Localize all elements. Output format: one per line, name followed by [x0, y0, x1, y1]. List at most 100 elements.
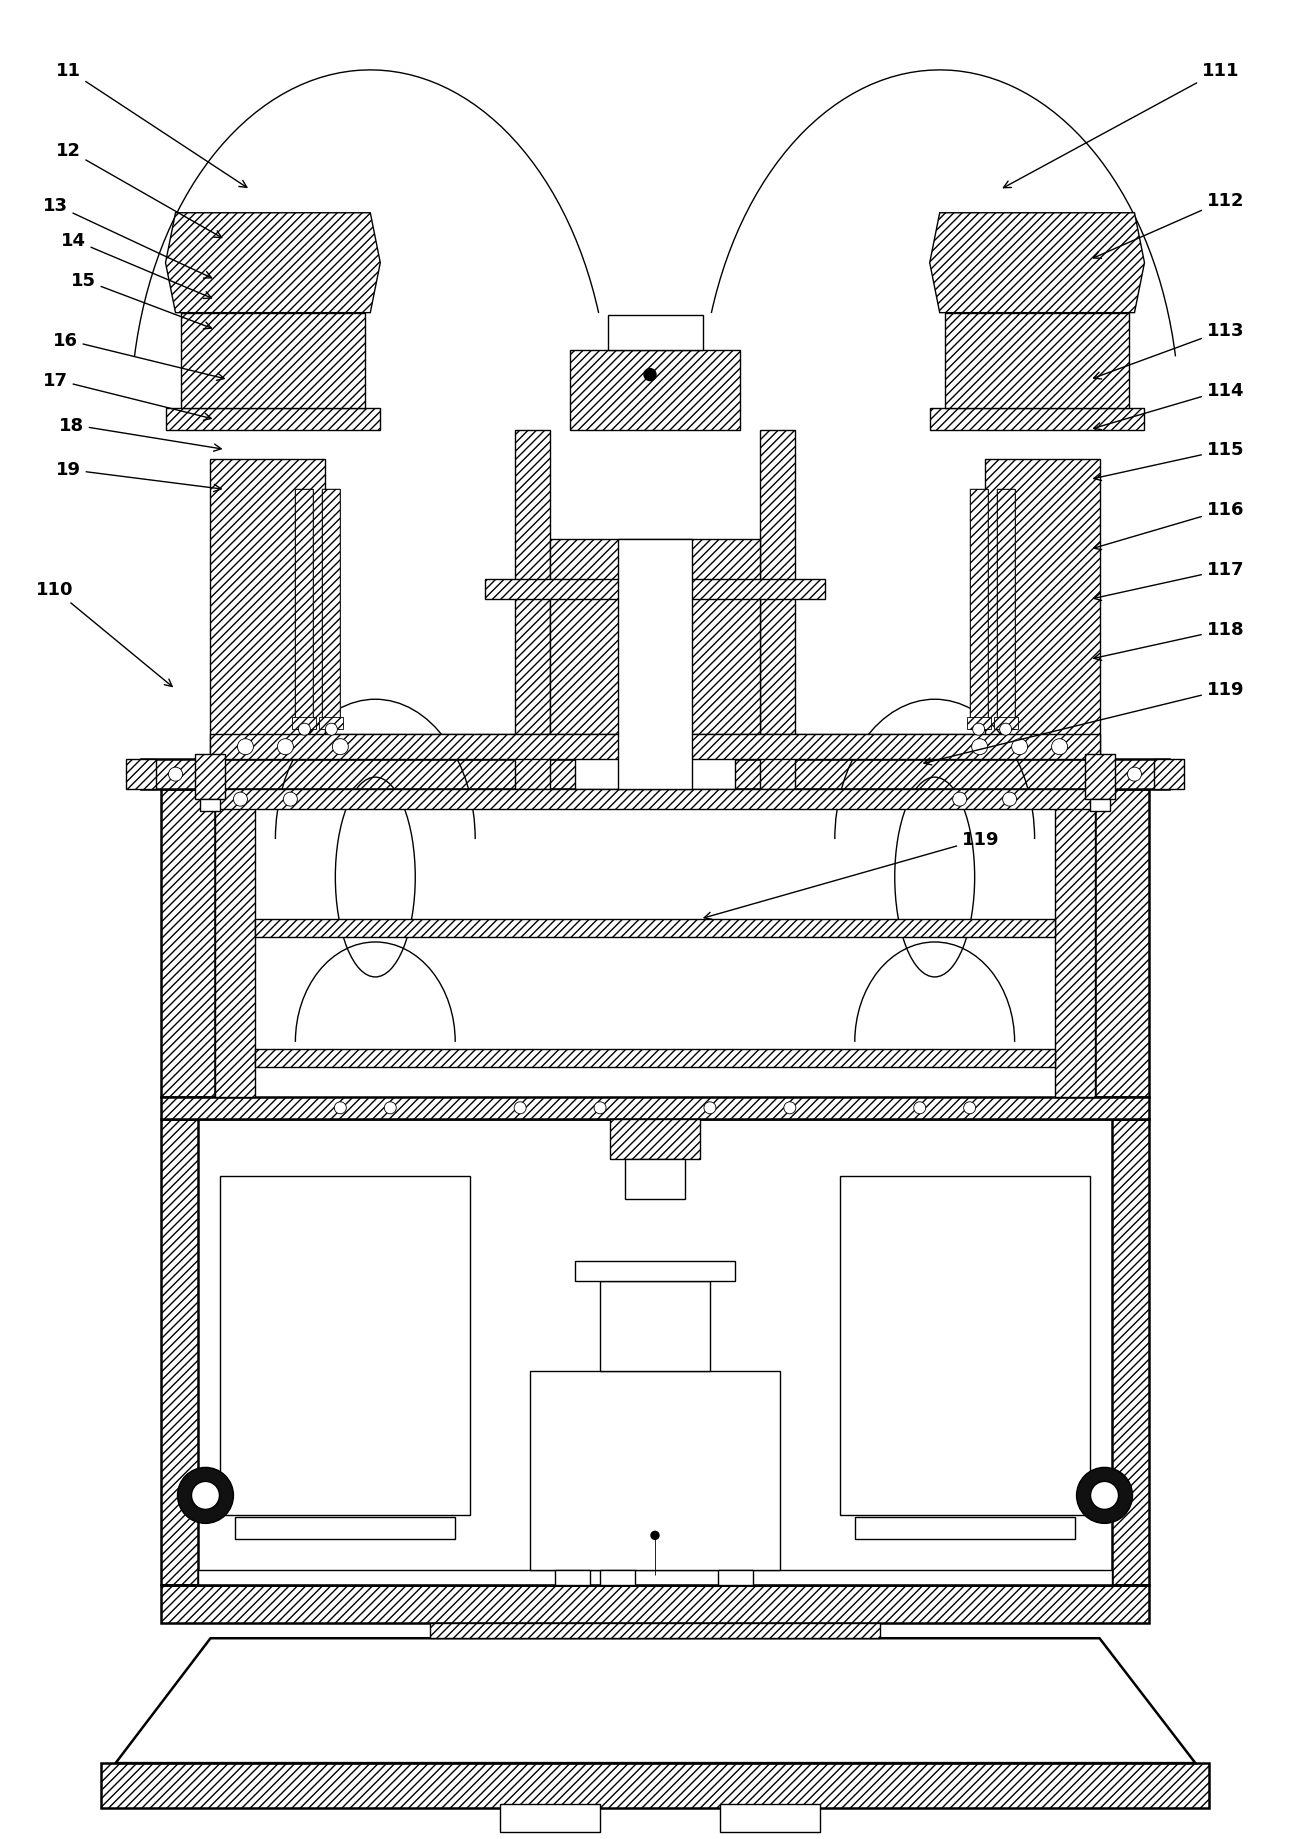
Bar	[295, 491, 313, 730]
Text: 115: 115	[1093, 441, 1244, 482]
Bar	[970, 491, 987, 730]
Text: 113: 113	[1093, 322, 1244, 381]
Polygon shape	[929, 213, 1145, 313]
Bar	[198, 1571, 1112, 1585]
Circle shape	[233, 793, 248, 807]
Bar	[160, 789, 215, 1098]
Bar	[840, 1177, 1089, 1515]
Circle shape	[1127, 767, 1142, 782]
Text: 110: 110	[35, 581, 172, 688]
Text: 11: 11	[55, 63, 246, 188]
Bar	[485, 579, 825, 600]
Text: 17: 17	[43, 371, 211, 421]
Circle shape	[334, 1102, 346, 1114]
Circle shape	[237, 739, 253, 756]
Circle shape	[384, 1102, 396, 1114]
Bar	[570, 351, 739, 430]
Circle shape	[283, 793, 298, 807]
Bar	[929, 408, 1145, 430]
Bar	[718, 1571, 753, 1585]
Bar	[576, 579, 735, 789]
Bar	[501, 1804, 600, 1832]
Bar	[720, 1804, 819, 1832]
Bar	[181, 313, 366, 408]
Bar	[625, 1159, 684, 1199]
Bar	[1155, 760, 1184, 789]
Bar	[101, 1764, 1210, 1808]
Circle shape	[784, 1102, 796, 1114]
Bar	[996, 491, 1015, 730]
Bar	[211, 789, 1100, 809]
Bar	[211, 736, 1100, 760]
Text: 18: 18	[59, 416, 222, 452]
Bar	[325, 736, 485, 760]
Bar	[825, 736, 985, 760]
Bar	[160, 1585, 1150, 1624]
Bar	[551, 541, 760, 739]
Circle shape	[191, 1482, 219, 1510]
Bar	[292, 717, 316, 730]
Bar	[1084, 754, 1114, 800]
Bar	[1054, 789, 1095, 1098]
Circle shape	[1012, 739, 1028, 756]
Circle shape	[1003, 793, 1016, 807]
Bar	[323, 491, 341, 730]
Circle shape	[1091, 1482, 1118, 1510]
Circle shape	[1076, 1468, 1133, 1523]
Bar	[617, 541, 692, 789]
Bar	[515, 430, 551, 789]
Bar	[236, 1517, 455, 1539]
Text: 119: 119	[704, 831, 999, 920]
Text: 15: 15	[71, 272, 211, 329]
Bar	[140, 760, 1169, 789]
Text: 19: 19	[55, 462, 222, 493]
Text: 16: 16	[52, 331, 224, 381]
Circle shape	[278, 739, 294, 756]
Bar	[855, 1517, 1075, 1539]
Text: 116: 116	[1093, 502, 1244, 550]
Bar	[610, 1120, 700, 1159]
Bar	[201, 800, 220, 811]
Text: 111: 111	[1003, 63, 1239, 189]
Bar	[608, 316, 703, 351]
Bar	[760, 430, 794, 789]
Circle shape	[299, 725, 311, 736]
Bar	[295, 491, 313, 730]
Bar	[1089, 800, 1109, 811]
Polygon shape	[115, 1639, 1196, 1764]
Polygon shape	[165, 213, 380, 313]
Bar	[195, 754, 225, 800]
Text: 119: 119	[924, 680, 1244, 765]
Bar	[1095, 789, 1150, 1098]
Bar	[970, 491, 987, 730]
Bar	[966, 717, 991, 730]
Text: 112: 112	[1093, 191, 1244, 259]
Circle shape	[652, 1532, 659, 1539]
Text: 117: 117	[1093, 561, 1244, 601]
Bar	[215, 789, 256, 1098]
Bar	[160, 1098, 1150, 1120]
Bar	[985, 460, 1100, 760]
Circle shape	[514, 1102, 526, 1114]
Circle shape	[999, 725, 1012, 736]
Bar	[256, 920, 1054, 938]
Circle shape	[971, 739, 987, 756]
Circle shape	[208, 767, 223, 782]
Circle shape	[594, 1102, 606, 1114]
Text: 14: 14	[60, 232, 211, 300]
Circle shape	[1051, 739, 1067, 756]
Circle shape	[169, 767, 182, 782]
Bar	[945, 313, 1130, 408]
Circle shape	[333, 739, 349, 756]
Circle shape	[1088, 767, 1101, 782]
Bar	[211, 460, 325, 760]
Bar	[600, 1571, 635, 1585]
Text: 13: 13	[43, 197, 211, 280]
Bar	[600, 1282, 711, 1370]
Circle shape	[177, 1468, 233, 1523]
Bar	[555, 1571, 590, 1585]
Bar	[996, 491, 1015, 730]
Bar	[165, 408, 380, 430]
Text: 118: 118	[1093, 622, 1244, 660]
Bar	[126, 760, 156, 789]
